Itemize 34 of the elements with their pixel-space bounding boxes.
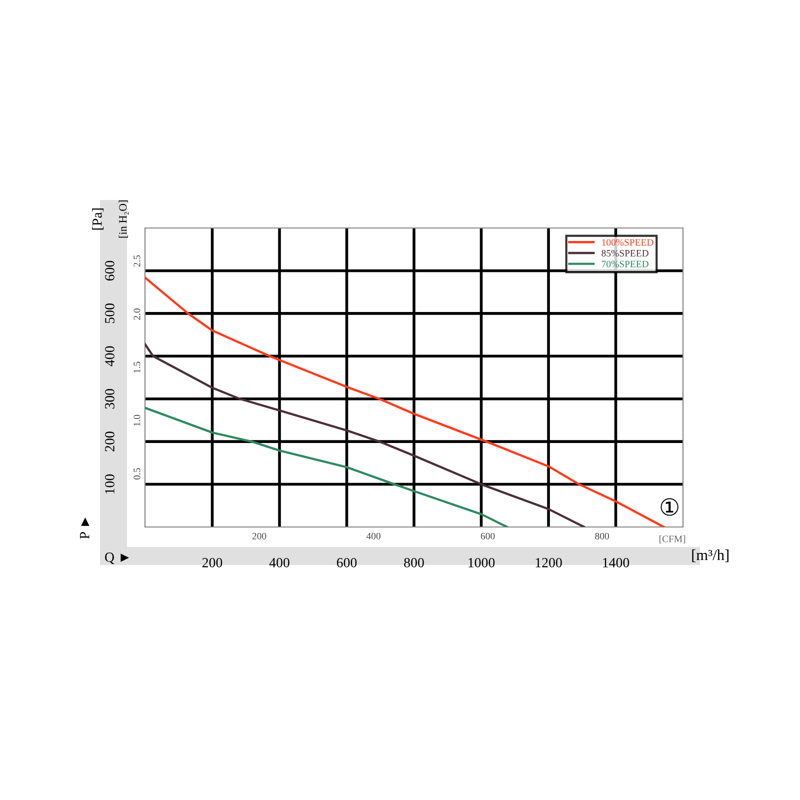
x2-axis-title: [CFM] — [660, 535, 686, 544]
y2-tick-label: 1.5 — [134, 362, 140, 373]
line-series — [145, 343, 586, 527]
legend-label: 100%SPEED — [602, 239, 654, 246]
y2-tick-label: 1.0 — [134, 414, 140, 426]
x-axis-title: [m³/h] — [692, 549, 728, 562]
x-tick-label: 1000 — [468, 558, 495, 568]
x-tick-label: 800 — [404, 558, 424, 568]
y-axis-title: [Pa] — [92, 208, 104, 230]
y2-tick-label: 0.5 — [134, 468, 140, 480]
x-tick-label: 1200 — [536, 558, 562, 568]
x2-tick-label: 600 — [480, 532, 495, 540]
x2-tick-label: 400 — [366, 532, 380, 540]
text: Q ► — [105, 552, 130, 564]
y2-tick-label: 2.5 — [134, 255, 140, 267]
y2-tick-label: 2.0 — [134, 308, 140, 320]
y-tick-label: 400 — [105, 346, 114, 366]
x-tick-label: 600 — [336, 558, 357, 568]
x-tick-label: 200 — [202, 558, 222, 568]
x2-tick-label: 800 — [595, 532, 609, 540]
y-tick-label: 200 — [105, 432, 114, 452]
text: P ► — [80, 518, 90, 539]
line-series — [145, 406, 508, 527]
y2-axis-title: [in H₂O] — [118, 200, 129, 238]
x2-tick-label: 200 — [252, 532, 266, 540]
legend-label: 85%SPEED — [602, 250, 648, 257]
y-tick-label: 600 — [105, 260, 114, 281]
y-tick-label: 500 — [105, 304, 114, 324]
legend-label: 70%SPEED — [602, 260, 648, 268]
x-tick-label: 400 — [269, 558, 290, 568]
y-tick-label: 100 — [105, 474, 114, 494]
annotation: ① — [660, 498, 678, 516]
y-tick-label: 300 — [105, 388, 114, 409]
x-tick-label: 1400 — [603, 558, 630, 568]
